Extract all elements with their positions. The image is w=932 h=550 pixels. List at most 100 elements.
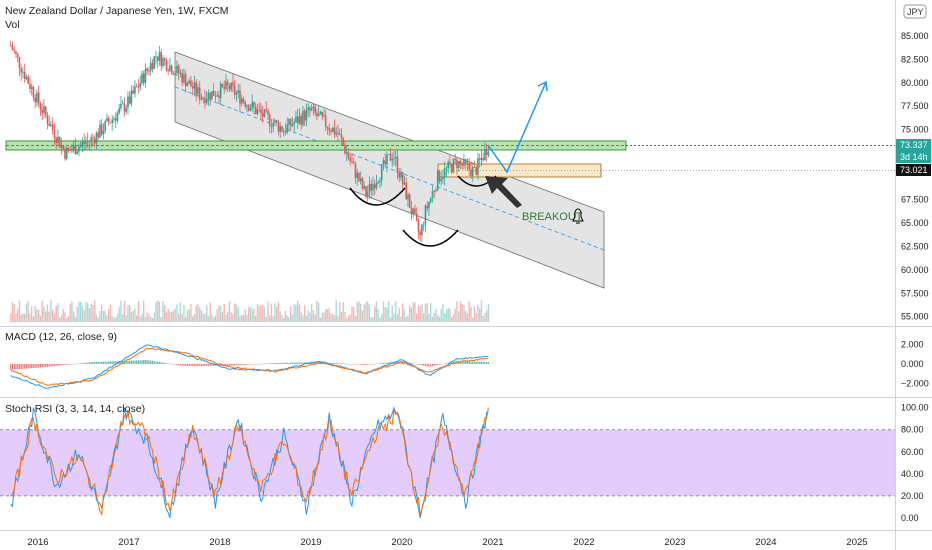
- candle-body: [480, 157, 483, 160]
- volume-bar: [50, 300, 52, 322]
- volume-bar: [69, 304, 71, 322]
- macd-histogram-bar: [127, 360, 129, 364]
- volume-bar: [437, 315, 439, 322]
- macd-histogram-bar: [302, 362, 304, 364]
- volume-bar: [465, 310, 467, 322]
- alert-bell-icon[interactable]: [572, 208, 584, 224]
- volume-bar: [204, 313, 206, 322]
- volume-bar: [223, 304, 225, 322]
- macd-histogram-bar: [18, 363, 21, 370]
- volume-bar: [412, 301, 414, 322]
- volume-bar: [25, 304, 28, 322]
- left-shoulder-arc[interactable]: [349, 187, 406, 206]
- time-tick-label: 2017: [118, 537, 139, 548]
- projection-path[interactable]: [487, 81, 547, 174]
- candle-body: [482, 157, 484, 160]
- candle-body: [288, 118, 290, 125]
- candle-body: [218, 95, 220, 98]
- macd-histogram-bar: [20, 363, 22, 369]
- macd-histogram-bar: [412, 363, 414, 364]
- volume-bar: [370, 317, 372, 322]
- candle-body: [282, 131, 285, 132]
- macd-histogram-bar: [115, 361, 117, 364]
- volume-bar: [167, 308, 169, 322]
- candle-body: [121, 103, 124, 105]
- volume-bar: [94, 300, 96, 322]
- candle-body: [484, 148, 486, 160]
- head-arc[interactable]: [402, 229, 459, 247]
- macd-histogram-bar: [71, 363, 73, 365]
- macd-histogram-bar: [69, 363, 71, 365]
- candle-body: [251, 102, 253, 109]
- candle-body: [60, 145, 63, 148]
- macd-histogram-bar: [116, 361, 119, 364]
- macd-histogram-bar: [325, 362, 327, 364]
- descending-channel[interactable]: [174, 51, 605, 289]
- candle-body: [265, 109, 267, 111]
- candle-body: [153, 56, 155, 69]
- candle-body: [443, 168, 446, 178]
- macd-histogram-bar: [193, 363, 196, 366]
- macd-histogram-bar: [188, 363, 190, 366]
- macd-histogram-bar: [186, 363, 189, 366]
- volume-bar: [130, 311, 133, 322]
- macd-histogram-bar: [225, 363, 227, 366]
- breakout-arrow[interactable]: [485, 176, 522, 208]
- macd-histogram-bar: [486, 361, 488, 364]
- macd-histogram-bar: [55, 363, 57, 366]
- volume-bar: [73, 311, 75, 322]
- volume-bar: [39, 315, 42, 322]
- candle-body: [295, 116, 297, 123]
- candle-body: [78, 146, 80, 152]
- macd-histogram-bar: [370, 363, 372, 365]
- candle-body: [305, 109, 308, 121]
- macd-histogram-bar: [11, 363, 14, 370]
- volume-bar: [403, 309, 406, 322]
- macd-histogram-bar: [255, 363, 257, 365]
- macd-histogram-bar: [81, 363, 84, 364]
- volume-bar: [43, 306, 45, 322]
- volume-bar: [97, 317, 99, 322]
- volume-bar: [106, 315, 108, 322]
- candle-body: [286, 124, 288, 133]
- macd-histogram-bar: [461, 361, 463, 364]
- currency-badge[interactable]: [903, 4, 927, 19]
- candle-body: [400, 171, 402, 178]
- macd-histogram-bar: [181, 363, 183, 366]
- macd-histogram-bar: [227, 363, 229, 366]
- candle-body: [188, 80, 190, 84]
- volume-bar: [181, 313, 183, 322]
- candle-body: [247, 105, 250, 111]
- volume-bar: [146, 312, 148, 322]
- macd-histogram-bar: [171, 363, 173, 365]
- candle-body: [46, 115, 49, 124]
- candle-body: [228, 85, 231, 90]
- candle-body: [309, 107, 311, 111]
- volume-bar: [11, 302, 14, 322]
- macd-histogram-bar: [43, 363, 45, 368]
- volume-bar: [487, 304, 490, 322]
- macd-histogram-bar: [165, 363, 168, 364]
- candle-body: [417, 220, 420, 232]
- candle-body: [177, 65, 180, 74]
- macd-histogram-bar: [360, 363, 362, 365]
- candle-body: [146, 68, 148, 71]
- volume-bar: [431, 316, 434, 322]
- candle-body: [342, 138, 344, 145]
- candle-body: [207, 92, 210, 100]
- volume-bar: [279, 311, 281, 322]
- candle-body: [225, 81, 227, 90]
- breakout-label[interactable]: BREAKOUT: [522, 211, 583, 223]
- macd-histogram-bar: [97, 361, 99, 364]
- volume-bar: [477, 304, 479, 322]
- candle-body: [321, 111, 323, 117]
- candle-body: [386, 154, 388, 165]
- volume-bar: [80, 301, 82, 322]
- candle-body: [344, 144, 346, 154]
- volume-bar: [248, 307, 250, 322]
- macd-histogram-bar: [468, 361, 470, 364]
- volume-bar: [361, 310, 364, 322]
- candle-body: [307, 107, 309, 110]
- macd-histogram-bar: [148, 360, 150, 364]
